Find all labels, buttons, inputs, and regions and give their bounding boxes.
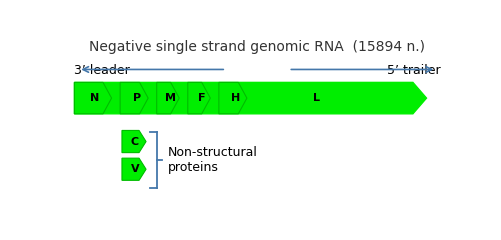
Text: 3’ leader: 3’ leader <box>74 64 130 77</box>
FancyArrow shape <box>156 82 179 114</box>
Text: P: P <box>132 93 140 103</box>
FancyArrow shape <box>74 82 111 114</box>
Text: 5’ trailer: 5’ trailer <box>386 64 439 77</box>
FancyArrow shape <box>120 82 148 114</box>
Text: H: H <box>230 93 239 103</box>
Text: V: V <box>130 164 139 174</box>
Text: F: F <box>197 93 205 103</box>
Text: Non-structural
proteins: Non-structural proteins <box>167 146 257 174</box>
Text: Negative single strand genomic RNA  (15894 n.): Negative single strand genomic RNA (1589… <box>89 40 424 54</box>
FancyArrow shape <box>74 82 426 114</box>
FancyArrow shape <box>187 82 210 114</box>
Text: M: M <box>165 93 176 103</box>
Text: L: L <box>312 93 319 103</box>
FancyArrow shape <box>218 82 246 114</box>
Text: N: N <box>90 93 99 103</box>
Text: C: C <box>131 137 139 147</box>
FancyArrow shape <box>122 131 146 153</box>
FancyArrow shape <box>122 158 146 180</box>
